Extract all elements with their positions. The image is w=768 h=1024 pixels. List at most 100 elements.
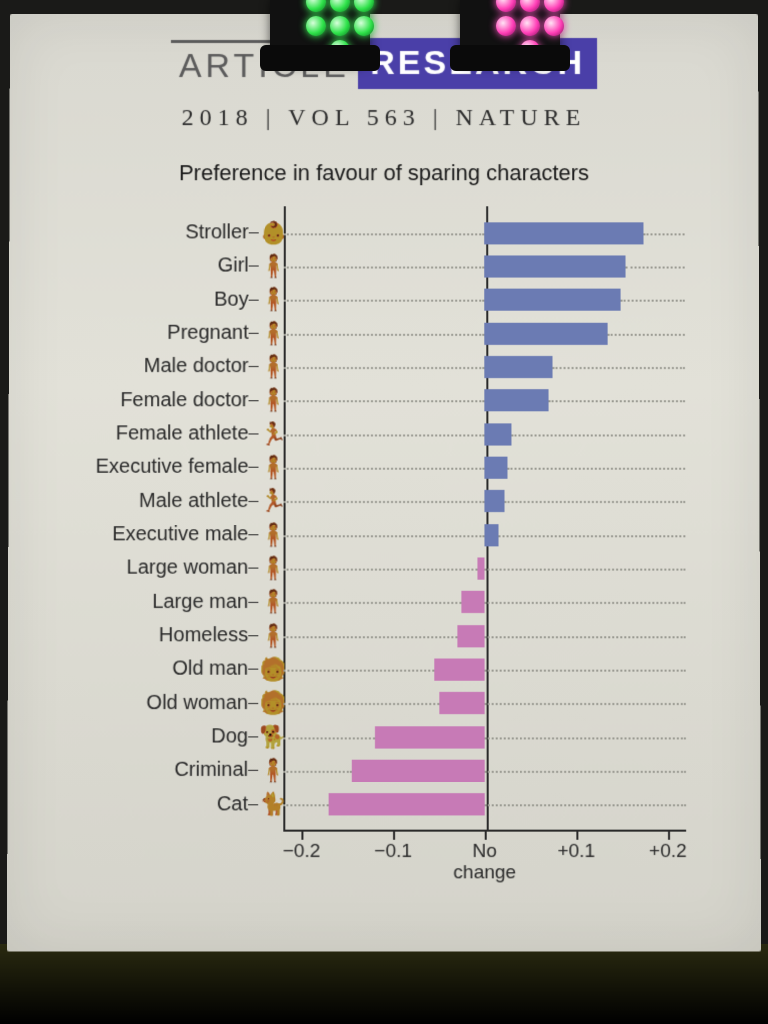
row-tick — [249, 266, 259, 267]
row-tick — [249, 400, 259, 401]
chart: Stroller👶Girl🧍Boy🧍Pregnant🧍Male doctor🧍F… — [62, 206, 707, 892]
gridline — [498, 535, 685, 537]
row-tick — [248, 635, 258, 636]
row-tick — [248, 534, 258, 535]
chart-row: Cat🐈 — [62, 788, 707, 822]
row-label: Pregnant — [63, 317, 249, 349]
row-tick — [248, 669, 258, 670]
x-tick — [302, 832, 304, 840]
gridline — [284, 401, 485, 403]
chart-row: Large woman🧍 — [62, 552, 705, 586]
chart-row: Old woman🧓 — [62, 686, 706, 720]
bar — [329, 793, 485, 815]
bar — [484, 289, 621, 311]
bar — [434, 658, 484, 680]
row-tick — [248, 568, 258, 569]
chart-row: Pregnant🧍 — [63, 317, 705, 351]
gridline — [283, 805, 329, 807]
chart-row: Criminal🧍 — [62, 754, 706, 788]
row-tick — [248, 602, 258, 603]
row-tick — [248, 703, 258, 704]
row-tick — [249, 433, 259, 434]
x-label: −0.2 — [261, 842, 342, 863]
gridline — [485, 737, 686, 739]
gridline — [284, 569, 478, 571]
row-label: Male doctor — [63, 350, 249, 382]
x-tick — [485, 832, 487, 840]
row-tick — [249, 299, 259, 300]
bar — [439, 692, 485, 714]
x-label: +0.1 — [536, 842, 617, 863]
row-tick — [249, 366, 259, 367]
row-label: Large woman — [62, 552, 248, 584]
gridline — [485, 805, 686, 807]
gridline — [484, 569, 685, 571]
light-yoke — [450, 45, 570, 71]
gridline — [644, 233, 685, 235]
bar — [484, 423, 511, 445]
stage-light — [250, 0, 390, 105]
row-label: Criminal — [62, 754, 248, 786]
x-label: +0.2 — [628, 842, 709, 863]
gridline — [283, 670, 434, 672]
gridline — [625, 267, 684, 269]
chart-row: Homeless🧍 — [62, 619, 706, 653]
row-label: Large man — [62, 585, 248, 617]
chart-row: Old man🧓 — [62, 653, 706, 687]
chart-row: Female doctor🧍 — [63, 384, 705, 418]
bar — [477, 557, 484, 579]
chart-row: Male doctor🧍 — [63, 350, 705, 384]
row-label: Cat — [62, 788, 248, 820]
gridline — [507, 468, 685, 470]
gridline — [548, 401, 685, 403]
row-label: Female athlete — [63, 417, 249, 449]
gridline — [283, 703, 438, 705]
row-label: Male athlete — [63, 485, 249, 517]
row-tick — [249, 333, 259, 334]
bar — [484, 457, 507, 479]
row-label: Executive male — [63, 518, 249, 550]
chart-row: Male athlete🏃 — [63, 485, 706, 519]
bar — [375, 726, 485, 748]
gridline — [512, 434, 685, 436]
x-tick — [393, 832, 395, 840]
chart-row: Stroller👶 — [63, 216, 704, 249]
x-tick — [576, 832, 578, 840]
bar — [484, 222, 643, 244]
gridline — [485, 771, 686, 773]
slide: ARTICLE RESEARCH 2018 | VOL 563 | NATURE… — [7, 14, 761, 951]
gridline — [485, 636, 686, 638]
gridline — [284, 333, 485, 335]
bar — [484, 389, 548, 411]
bar — [484, 322, 607, 344]
chart-row: Boy🧍 — [63, 283, 705, 316]
gridline — [283, 771, 352, 773]
gridline — [284, 300, 485, 302]
row-label: Old woman — [62, 686, 248, 718]
bar — [457, 625, 484, 647]
x-tick — [668, 832, 670, 840]
row-label: Executive female — [63, 451, 249, 483]
bar — [484, 490, 504, 512]
bar — [484, 255, 625, 277]
stage-light — [440, 0, 580, 105]
chart-row: Large man🧍 — [62, 585, 705, 619]
gridline — [553, 367, 685, 369]
gridline — [284, 367, 485, 369]
gridline — [284, 535, 485, 537]
gridline — [284, 468, 485, 470]
light-yoke — [260, 45, 380, 71]
row-label: Female doctor — [63, 384, 249, 416]
gridline — [284, 267, 484, 269]
gridline — [284, 434, 485, 436]
bar — [462, 591, 485, 613]
bar — [352, 760, 485, 782]
header-subline: 2018 | VOL 563 | NATURE — [34, 105, 735, 132]
row-label: Girl — [63, 250, 248, 282]
row-label: Stroller — [63, 216, 248, 248]
row-tick — [248, 804, 258, 805]
gridline — [284, 501, 485, 503]
chart-title: Preference in favour of sparing characte… — [33, 160, 734, 186]
gridline — [621, 300, 685, 302]
gridline — [283, 602, 461, 604]
